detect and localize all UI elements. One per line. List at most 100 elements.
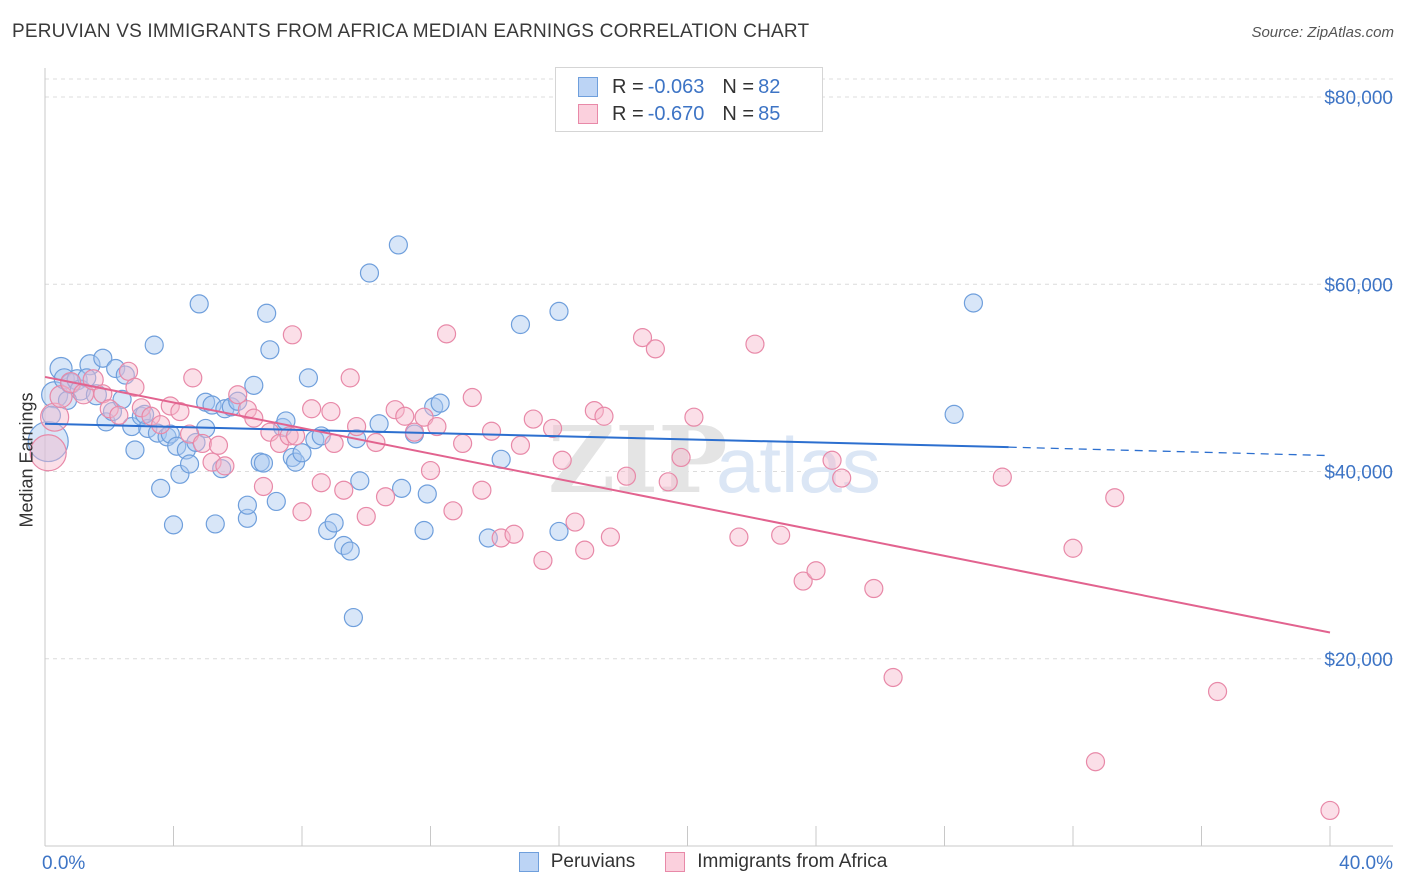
data-point[interactable] — [237, 508, 257, 528]
data-point[interactable] — [436, 324, 457, 344]
data-point[interactable] — [385, 400, 405, 420]
data-point[interactable] — [1063, 538, 1083, 558]
data-point[interactable] — [671, 447, 691, 468]
data-point[interactable] — [616, 466, 637, 486]
data-point[interactable] — [279, 426, 299, 446]
data-point[interactable] — [244, 375, 264, 395]
data-point[interactable] — [27, 420, 69, 463]
data-point[interactable] — [395, 406, 415, 426]
data-point[interactable] — [1320, 800, 1340, 821]
data-point[interactable] — [806, 561, 826, 581]
data-point[interactable] — [369, 414, 389, 434]
data-point[interactable] — [324, 513, 344, 533]
data-point[interactable] — [549, 301, 569, 322]
data-point[interactable] — [109, 405, 129, 425]
data-point[interactable] — [420, 460, 441, 481]
data-point[interactable] — [992, 467, 1012, 487]
data-point[interactable] — [125, 440, 145, 460]
data-point[interactable] — [324, 433, 344, 454]
data-point[interactable] — [192, 433, 213, 454]
data-point[interactable] — [533, 550, 553, 571]
data-point[interactable] — [417, 484, 437, 504]
data-point[interactable] — [944, 404, 964, 424]
data-point[interactable] — [645, 339, 665, 359]
data-point[interactable] — [359, 263, 380, 283]
data-point[interactable] — [292, 443, 312, 463]
data-point[interactable] — [414, 407, 434, 427]
data-point[interactable] — [343, 607, 363, 628]
data-point[interactable] — [600, 527, 621, 547]
data-point[interactable] — [93, 348, 113, 368]
data-point[interactable] — [170, 464, 190, 484]
data-point[interactable] — [388, 235, 408, 255]
data-point[interactable] — [575, 540, 595, 560]
data-point[interactable] — [298, 368, 319, 388]
data-point[interactable] — [260, 340, 280, 360]
data-point[interactable] — [202, 452, 222, 472]
data-point[interactable] — [510, 435, 531, 455]
data-point[interactable] — [1207, 681, 1228, 702]
data-point[interactable] — [183, 368, 203, 388]
data-point[interactable] — [253, 476, 274, 497]
data-point[interactable] — [334, 480, 354, 500]
data-point[interactable] — [391, 478, 412, 498]
data-point[interactable] — [472, 480, 492, 500]
data-point[interactable] — [356, 506, 376, 527]
data-point[interactable] — [491, 528, 511, 548]
data-point[interactable] — [266, 491, 286, 512]
data-point[interactable] — [684, 407, 704, 427]
data-point[interactable] — [542, 418, 563, 439]
data-point[interactable] — [311, 473, 331, 493]
data-point[interactable] — [269, 433, 290, 454]
data-point[interactable] — [257, 303, 277, 323]
data-point[interactable] — [632, 328, 653, 348]
data-point[interactable] — [292, 502, 312, 522]
data-point[interactable] — [427, 416, 447, 437]
data-point[interactable] — [549, 521, 569, 542]
data-point[interactable] — [176, 440, 196, 460]
data-point[interactable] — [167, 436, 187, 456]
data-point[interactable] — [215, 456, 235, 476]
data-point[interactable] — [163, 515, 184, 535]
data-point[interactable] — [99, 399, 119, 419]
data-point[interactable] — [179, 454, 200, 474]
data-point[interactable] — [729, 527, 749, 547]
data-point[interactable] — [144, 335, 164, 355]
data-point[interactable] — [453, 433, 473, 454]
data-point[interactable] — [523, 409, 543, 429]
data-point[interactable] — [189, 294, 209, 314]
data-point[interactable] — [350, 471, 370, 491]
data-point[interactable] — [565, 512, 585, 532]
data-point[interactable] — [205, 514, 225, 534]
data-point[interactable] — [552, 450, 572, 470]
data-point[interactable] — [462, 387, 482, 408]
data-point[interactable] — [212, 459, 232, 479]
data-point[interactable] — [170, 401, 190, 422]
data-point[interactable] — [414, 520, 434, 541]
data-point[interactable] — [253, 453, 274, 473]
data-point[interactable] — [118, 361, 139, 381]
data-point[interactable] — [832, 468, 852, 488]
data-point[interactable] — [594, 406, 614, 426]
data-point[interactable] — [29, 434, 67, 472]
data-point[interactable] — [151, 478, 171, 498]
data-point[interactable] — [771, 525, 791, 545]
data-point[interactable] — [228, 385, 248, 405]
data-point[interactable] — [430, 393, 450, 413]
data-point[interactable] — [151, 415, 171, 435]
data-point[interactable] — [340, 541, 360, 561]
data-point[interactable] — [282, 325, 302, 345]
data-point[interactable] — [745, 334, 765, 354]
data-point[interactable] — [302, 399, 322, 419]
data-point[interactable] — [375, 487, 396, 507]
data-point[interactable] — [138, 418, 158, 439]
data-point[interactable] — [658, 472, 678, 492]
data-point[interactable] — [963, 293, 984, 313]
data-point[interactable] — [481, 421, 502, 441]
data-point[interactable] — [1105, 488, 1125, 508]
data-point[interactable] — [318, 520, 338, 541]
data-point[interactable] — [340, 368, 360, 388]
data-point[interactable] — [321, 401, 341, 422]
data-point[interactable] — [864, 578, 884, 599]
data-point[interactable] — [510, 314, 531, 335]
